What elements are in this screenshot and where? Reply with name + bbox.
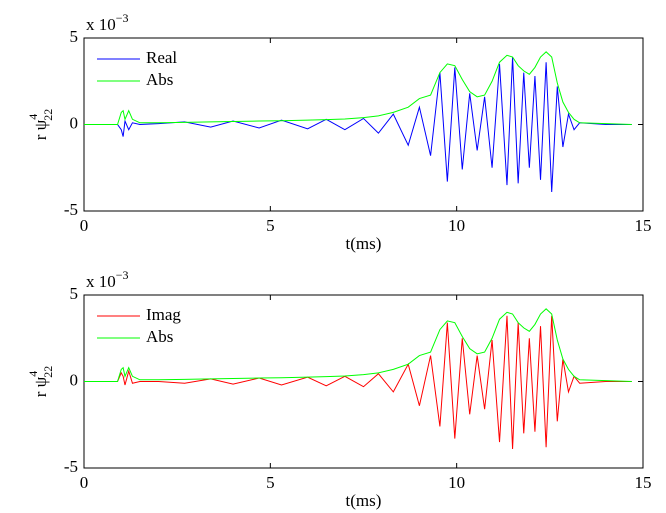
plot-area — [83, 37, 644, 212]
y-tick-label: 0 — [70, 113, 79, 132]
legend-label: Abs — [146, 70, 173, 89]
legend-label: Abs — [146, 327, 173, 346]
legend-label: Real — [146, 48, 177, 67]
plot-area — [83, 294, 644, 469]
y-tick-label: -5 — [64, 200, 78, 219]
y-label-sub: 22 — [41, 109, 55, 121]
series-line — [84, 308, 632, 382]
x-tick-label: 5 — [266, 216, 275, 235]
axis-multiplier: x 10−3 — [86, 268, 129, 291]
axis-multiplier: x 10−3 — [86, 11, 129, 34]
multiplier-base: x 10 — [86, 15, 116, 34]
x-tick-label: 10 — [448, 216, 465, 235]
legend-label: Imag — [146, 305, 181, 324]
multiplier-exponent: −3 — [116, 11, 129, 25]
series-line — [84, 315, 632, 449]
y-tick-label: 5 — [70, 284, 79, 303]
y-label-sup: 4 — [26, 371, 40, 377]
y-label-main: r ψ — [31, 119, 50, 140]
series-line — [84, 57, 632, 192]
y-label-sup: 4 — [26, 114, 40, 120]
x-tick-label: 10 — [448, 473, 465, 492]
y-axis-label: r ψ422 — [26, 109, 55, 141]
multiplier-base: x 10 — [86, 272, 116, 291]
multiplier-exponent: −3 — [116, 268, 129, 282]
x-tick-label: 0 — [80, 216, 89, 235]
x-tick-label: 15 — [635, 473, 652, 492]
x-tick-label: 5 — [266, 473, 275, 492]
y-axis-label: r ψ422 — [26, 366, 55, 398]
x-tick-label: 0 — [80, 473, 89, 492]
y-tick-label: -5 — [64, 457, 78, 476]
y-tick-label: 0 — [70, 370, 79, 389]
series-line — [84, 51, 632, 125]
x-axis-label: t(ms) — [346, 491, 382, 510]
x-axis-label: t(ms) — [346, 234, 382, 253]
y-label-sub: 22 — [41, 366, 55, 378]
y-label-main: r ψ — [31, 376, 50, 397]
y-tick-label: 5 — [70, 27, 79, 46]
x-tick-label: 15 — [635, 216, 652, 235]
